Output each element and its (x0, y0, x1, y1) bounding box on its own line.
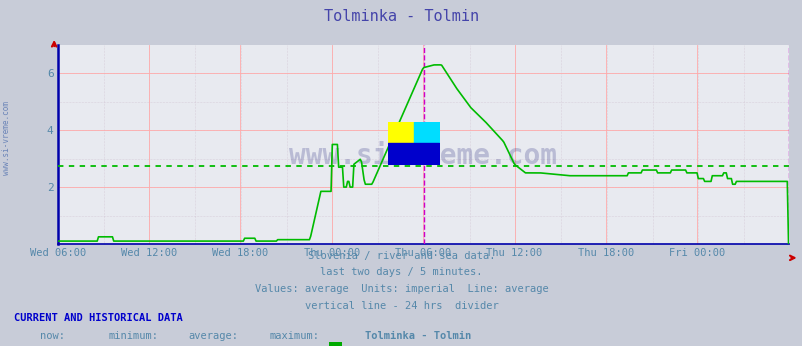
Text: average:: average: (188, 331, 238, 341)
Text: CURRENT AND HISTORICAL DATA: CURRENT AND HISTORICAL DATA (14, 313, 183, 323)
Text: Tolminka - Tolmin: Tolminka - Tolmin (323, 9, 479, 24)
Text: last two days / 5 minutes.: last two days / 5 minutes. (320, 267, 482, 277)
Text: now:: now: (40, 331, 65, 341)
Text: Tolminka - Tolmin: Tolminka - Tolmin (365, 331, 471, 341)
Text: minimum:: minimum: (108, 331, 158, 341)
Text: vertical line - 24 hrs  divider: vertical line - 24 hrs divider (304, 301, 498, 311)
Text: www.si-vreme.com: www.si-vreme.com (2, 101, 11, 175)
Text: maximum:: maximum: (269, 331, 318, 341)
Text: Slovenia / river and sea data.: Slovenia / river and sea data. (307, 251, 495, 261)
Text: Values: average  Units: imperial  Line: average: Values: average Units: imperial Line: av… (254, 284, 548, 294)
Text: www.si-vreme.com: www.si-vreme.com (289, 143, 557, 170)
